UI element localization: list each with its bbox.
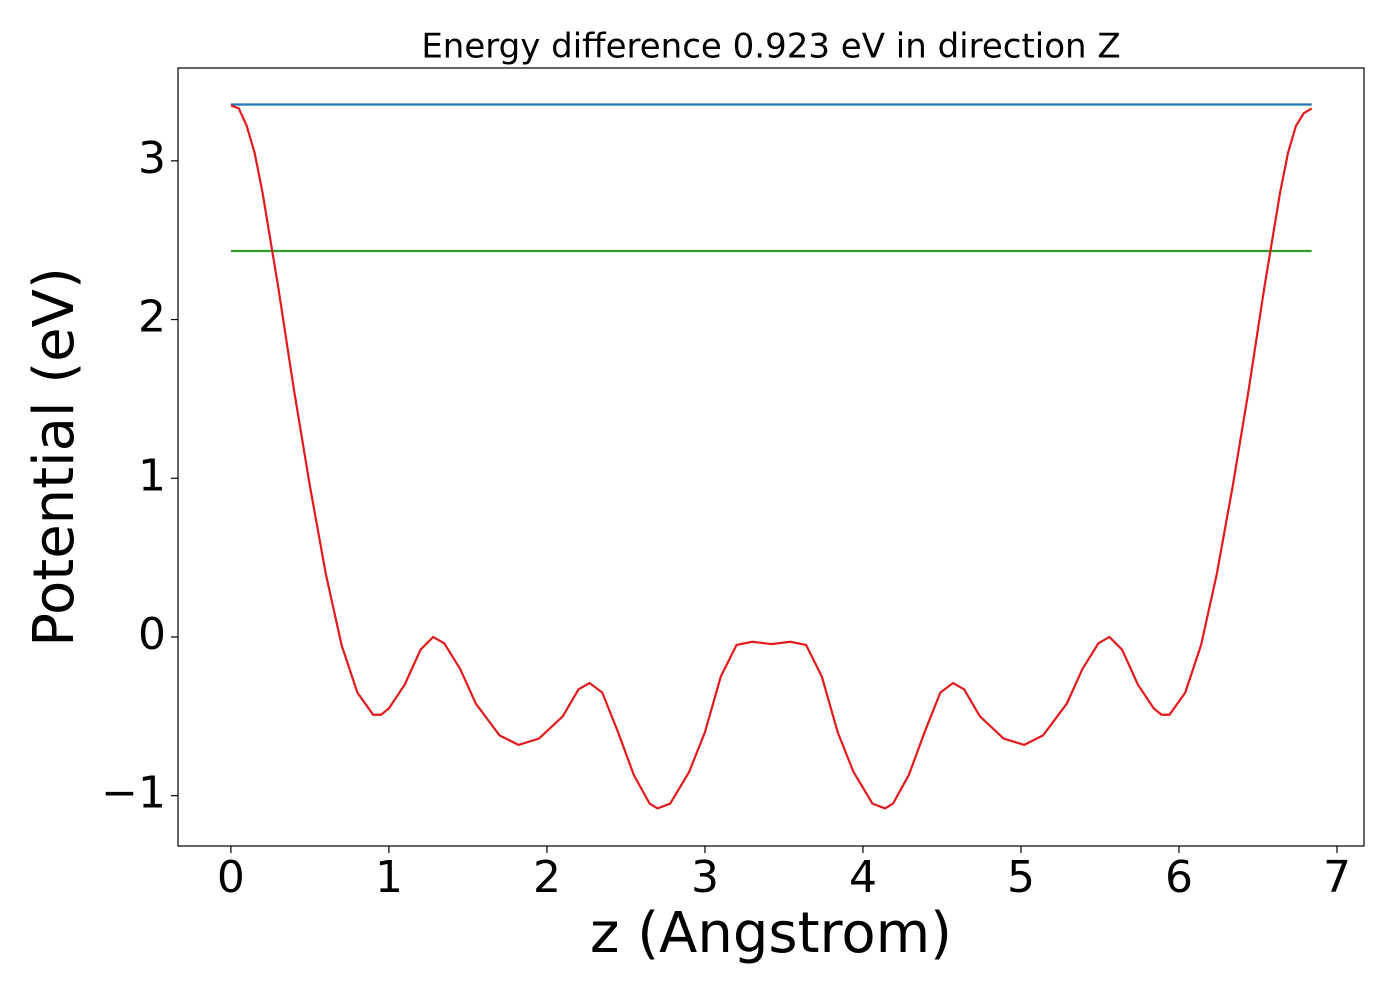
- x-tick-label: 6: [1165, 852, 1193, 903]
- x-tick-label: 3: [691, 852, 719, 903]
- x-tick-label: 5: [1007, 852, 1035, 903]
- y-tick-label: 0: [138, 609, 166, 660]
- plot-frame: [177, 67, 1365, 847]
- x-tick-label: 1: [375, 852, 403, 903]
- y-tick-label: −1: [101, 768, 166, 819]
- x-tick-label: 7: [1323, 852, 1351, 903]
- chart-title: Energy difference 0.923 eV in direction …: [421, 27, 1120, 67]
- line-series: [230, 104, 1313, 810]
- y-tick-label: 1: [138, 450, 166, 501]
- x-tick-label: 2: [533, 852, 561, 903]
- y-tick-label: 3: [138, 133, 166, 184]
- x-tick-label: 4: [849, 852, 877, 903]
- y-axis-label: Potential (eV): [22, 267, 87, 647]
- y-tick-label: 2: [138, 292, 166, 343]
- x-tick-label: 0: [217, 852, 245, 903]
- x-axis-label: z (Angstrom): [590, 901, 952, 966]
